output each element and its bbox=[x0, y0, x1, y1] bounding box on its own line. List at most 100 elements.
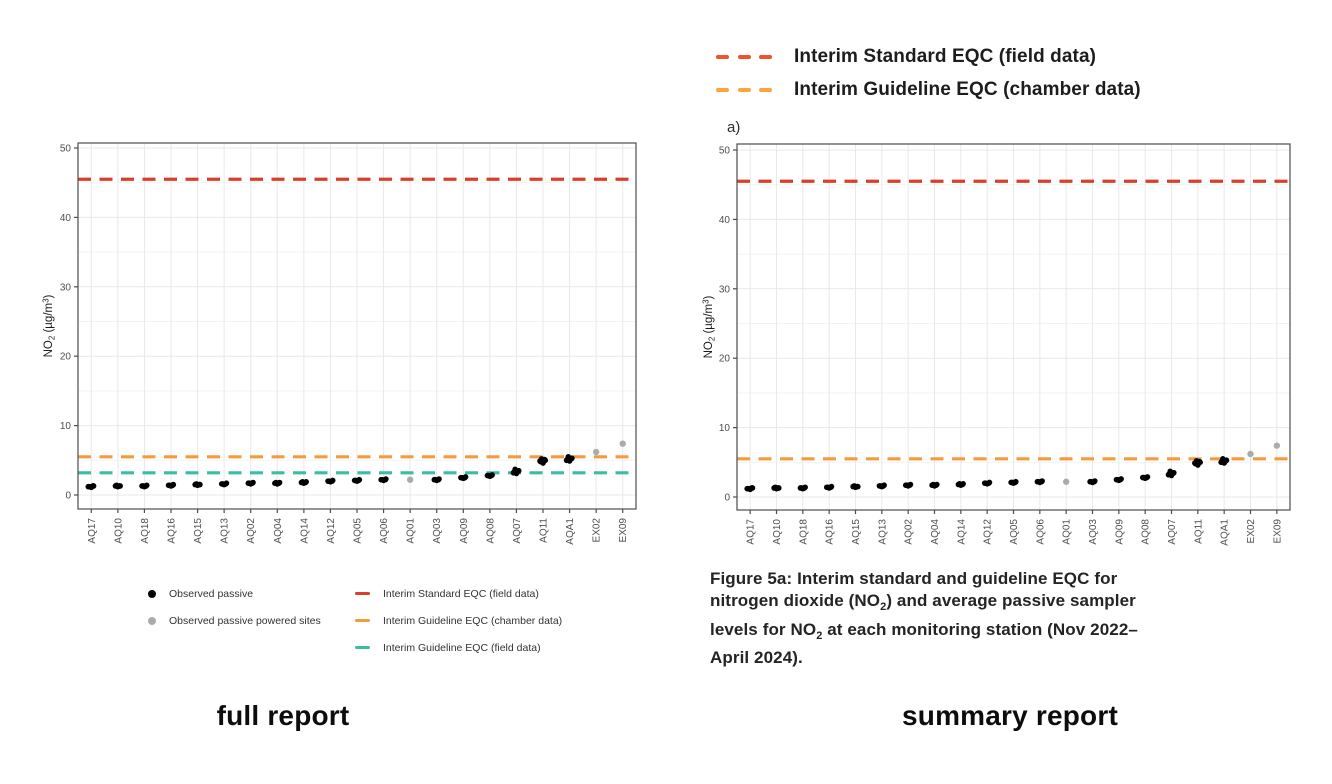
svg-text:AQ08: AQ08 bbox=[485, 518, 496, 544]
caption-text: at each monitoring station (Nov 2022–Apr… bbox=[710, 619, 1138, 668]
svg-text:AQ18: AQ18 bbox=[140, 518, 151, 544]
svg-text:AQ10: AQ10 bbox=[772, 519, 783, 545]
svg-text:AQ13: AQ13 bbox=[220, 518, 231, 544]
svg-text:40: 40 bbox=[60, 213, 72, 224]
panel-border bbox=[736, 143, 1291, 511]
svg-text:AQ12: AQ12 bbox=[983, 519, 994, 545]
caption-subscript: 2 bbox=[880, 600, 887, 613]
svg-text:AQ17: AQ17 bbox=[746, 519, 757, 545]
legend-label: Observed passive powered sites bbox=[169, 614, 321, 627]
svg-text:50: 50 bbox=[60, 144, 72, 155]
figure-caption: Figure 5a: Interim standard and guidelin… bbox=[710, 568, 1162, 669]
svg-text:0: 0 bbox=[724, 493, 730, 504]
data-points bbox=[744, 442, 1281, 493]
svg-text:10: 10 bbox=[60, 421, 72, 432]
svg-text:AQ14: AQ14 bbox=[956, 519, 967, 545]
axes: 0 10 20 30 40 50 AQ17 AQ10 AQ18 AQ16 AQ15 AQ13 AQ02 A… bbox=[719, 146, 1283, 546]
summary-report-chart: 0 10 20 30 40 50 AQ17 AQ10 AQ18 AQ16 AQ15 AQ13 AQ02 A… bbox=[702, 143, 1291, 546]
svg-text:AQ07: AQ07 bbox=[512, 518, 523, 544]
svg-text:EX09: EX09 bbox=[618, 518, 629, 543]
orange-dashed-line-icon bbox=[716, 87, 772, 92]
legend-item-observed-passive: Observed passive bbox=[148, 580, 321, 607]
svg-text:AQ03: AQ03 bbox=[1088, 519, 1099, 545]
red-dashed-line-icon bbox=[716, 54, 772, 59]
panel-border bbox=[77, 142, 637, 510]
svg-text:AQA1: AQA1 bbox=[565, 518, 576, 545]
svg-text:AQ03: AQ03 bbox=[432, 518, 443, 544]
svg-text:20: 20 bbox=[719, 354, 731, 365]
svg-text:AQ01: AQ01 bbox=[1062, 519, 1073, 545]
legend-item-interim-guideline-field: Interim Guideline EQC (field data) bbox=[355, 634, 562, 661]
svg-text:30: 30 bbox=[719, 284, 731, 295]
summary-legend: Interim Standard EQC (field data) Interi… bbox=[716, 40, 1141, 106]
svg-text:20: 20 bbox=[60, 352, 72, 363]
svg-text:AQ13: AQ13 bbox=[877, 519, 888, 545]
svg-text:AQ15: AQ15 bbox=[851, 519, 862, 545]
legend-label: Interim Standard EQC (field data) bbox=[383, 587, 539, 600]
svg-text:AQ05: AQ05 bbox=[1009, 519, 1020, 545]
svg-text:AQ15: AQ15 bbox=[193, 518, 204, 544]
gridlines bbox=[737, 144, 1290, 510]
svg-text:AQ18: AQ18 bbox=[798, 519, 809, 545]
teal-dash-icon bbox=[355, 645, 370, 650]
legend-item-interim-guideline-chamber: Interim Guideline EQC (chamber data) bbox=[355, 607, 562, 634]
svg-text:50: 50 bbox=[719, 146, 731, 157]
svg-text:AQ07: AQ07 bbox=[1167, 519, 1178, 545]
svg-text:AQ16: AQ16 bbox=[167, 518, 178, 544]
full-report-legend-points: Observed passive Observed passive powere… bbox=[148, 580, 321, 634]
svg-text:0: 0 bbox=[65, 491, 71, 502]
legend-label: Interim Guideline EQC (field data) bbox=[383, 641, 541, 654]
svg-text:AQ05: AQ05 bbox=[353, 518, 364, 544]
legend-label: Interim Guideline EQC (chamber data) bbox=[794, 78, 1141, 100]
legend-label: Observed passive bbox=[169, 587, 254, 600]
svg-text:AQ02: AQ02 bbox=[246, 518, 257, 544]
svg-text:AQ16: AQ16 bbox=[825, 519, 836, 545]
red-dash-icon bbox=[355, 591, 370, 596]
black-point-icon bbox=[148, 589, 156, 598]
svg-text:AQ01: AQ01 bbox=[406, 518, 417, 544]
legend-item-interim-standard: Interim Standard EQC (field data) bbox=[716, 40, 1141, 73]
caption-text: Figure 5a: Interim standard and guidelin… bbox=[710, 569, 1118, 610]
svg-text:30: 30 bbox=[60, 282, 72, 293]
full-report-legend-lines: Interim Standard EQC (field data) Interi… bbox=[355, 580, 562, 661]
orange-dash-icon bbox=[355, 618, 370, 623]
legend-item-interim-guideline: Interim Guideline EQC (chamber data) bbox=[716, 73, 1141, 106]
legend-item-interim-standard: Interim Standard EQC (field data) bbox=[355, 580, 562, 607]
svg-text:AQ09: AQ09 bbox=[459, 518, 470, 544]
svg-text:AQ02: AQ02 bbox=[904, 519, 915, 545]
gridlines bbox=[78, 143, 636, 509]
full-report-chart: 0 10 20 30 40 50 AQ17 AQ10 AQ18 AQ16 AQ15 AQ13 AQ02 A… bbox=[42, 142, 637, 545]
axes: 0 10 20 30 40 50 AQ17 AQ10 AQ18 AQ16 AQ15 AQ13 AQ02 A… bbox=[60, 144, 629, 545]
legend-label: Interim Guideline EQC (chamber data) bbox=[383, 614, 563, 627]
svg-text:AQ11: AQ11 bbox=[539, 518, 550, 543]
svg-text:AQ17: AQ17 bbox=[87, 518, 98, 544]
svg-text:EX09: EX09 bbox=[1272, 519, 1283, 544]
data-points bbox=[85, 440, 626, 491]
caption-subscript: 2 bbox=[816, 629, 823, 642]
svg-text:10: 10 bbox=[719, 423, 731, 434]
legend-label: Interim Standard EQC (field data) bbox=[794, 45, 1097, 67]
svg-text:AQ12: AQ12 bbox=[326, 518, 337, 544]
svg-text:AQ10: AQ10 bbox=[113, 518, 124, 544]
svg-text:AQA1: AQA1 bbox=[1220, 519, 1231, 546]
svg-text:AQ09: AQ09 bbox=[1114, 519, 1125, 545]
panel-label-a: a) bbox=[727, 119, 741, 136]
full-report-label: full report bbox=[216, 700, 350, 731]
reference-lines bbox=[78, 177, 636, 475]
caption-text: ) and average passive sampler levels for… bbox=[710, 590, 1136, 639]
gray-point-icon bbox=[148, 616, 156, 625]
svg-text:EX02: EX02 bbox=[592, 518, 603, 543]
summary-report-label: summary report bbox=[902, 700, 1118, 731]
svg-text:AQ06: AQ06 bbox=[379, 518, 390, 544]
y-axis-title: NO2 (µg/m3) bbox=[702, 295, 717, 358]
svg-text:AQ04: AQ04 bbox=[930, 519, 941, 545]
svg-text:AQ04: AQ04 bbox=[273, 518, 284, 544]
svg-text:AQ14: AQ14 bbox=[299, 518, 310, 544]
legend-item-observed-passive-powered: Observed passive powered sites bbox=[148, 607, 321, 634]
svg-text:AQ11: AQ11 bbox=[1193, 519, 1204, 544]
svg-text:EX02: EX02 bbox=[1246, 519, 1257, 544]
svg-text:AQ06: AQ06 bbox=[1035, 519, 1046, 545]
svg-text:40: 40 bbox=[719, 215, 731, 226]
y-axis-title: NO2 (µg/m3) bbox=[42, 294, 57, 357]
